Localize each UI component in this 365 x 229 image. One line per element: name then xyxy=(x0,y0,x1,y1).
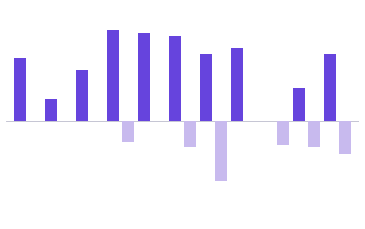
Bar xyxy=(277,120,289,145)
Bar xyxy=(215,120,227,181)
Bar xyxy=(184,120,196,147)
Bar xyxy=(200,54,212,120)
Bar xyxy=(138,33,150,120)
Bar xyxy=(45,99,57,120)
Bar xyxy=(169,36,181,120)
Bar xyxy=(107,30,119,120)
Bar xyxy=(308,120,320,147)
Bar xyxy=(76,70,88,120)
Bar xyxy=(324,54,337,120)
Bar xyxy=(339,120,351,154)
Bar xyxy=(231,48,243,120)
Bar xyxy=(293,88,306,120)
Bar xyxy=(14,58,26,120)
Bar xyxy=(122,120,134,142)
